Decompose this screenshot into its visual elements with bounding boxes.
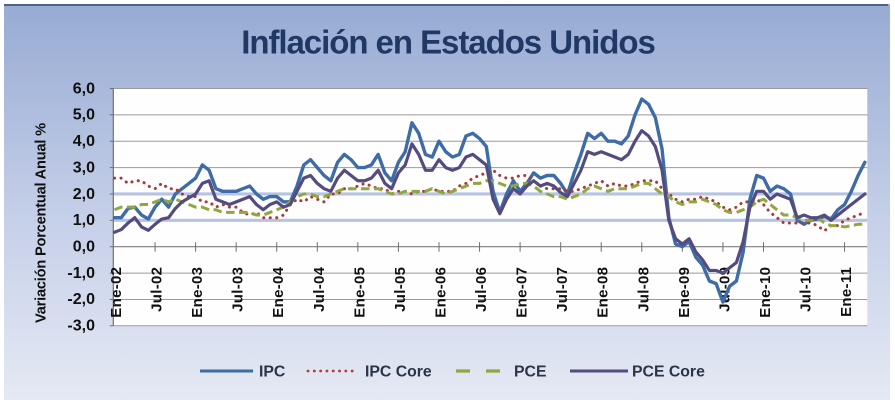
svg-text:2,0: 2,0 <box>73 186 95 203</box>
svg-text:Ene-03: Ene-03 <box>189 267 206 318</box>
svg-text:Jul-06: Jul-06 <box>473 267 490 312</box>
svg-text:Jul-10: Jul-10 <box>798 267 815 312</box>
svg-text:-3,0: -3,0 <box>67 318 95 335</box>
svg-text:0,0: 0,0 <box>73 239 95 256</box>
svg-text:3,0: 3,0 <box>73 159 95 176</box>
svg-text:Ene-08: Ene-08 <box>595 267 612 318</box>
svg-text:PCE Core: PCE Core <box>632 364 705 381</box>
svg-text:6,0: 6,0 <box>73 80 95 97</box>
svg-text:-1,0: -1,0 <box>67 265 95 282</box>
svg-text:Ene-06: Ene-06 <box>432 267 449 318</box>
svg-text:IPC Core: IPC Core <box>365 364 432 381</box>
svg-text:Ene-10: Ene-10 <box>757 267 774 318</box>
svg-text:Variación Porcentual Anual %: Variación Porcentual Anual % <box>34 123 50 323</box>
svg-text:Jul-05: Jul-05 <box>392 267 409 312</box>
svg-text:Ene-05: Ene-05 <box>351 267 368 318</box>
svg-text:5,0: 5,0 <box>73 107 95 124</box>
svg-text:Jul-02: Jul-02 <box>149 267 166 312</box>
svg-text:Jul-07: Jul-07 <box>554 267 571 312</box>
svg-text:-2,0: -2,0 <box>67 291 95 308</box>
svg-text:Ene-09: Ene-09 <box>676 267 693 318</box>
svg-text:Jul-04: Jul-04 <box>311 266 328 312</box>
svg-text:PCE: PCE <box>514 364 546 381</box>
svg-text:IPC: IPC <box>259 364 285 381</box>
svg-text:1,0: 1,0 <box>73 212 95 229</box>
svg-text:4,0: 4,0 <box>73 133 95 150</box>
svg-text:Ene-07: Ene-07 <box>514 267 531 318</box>
svg-text:Jul-08: Jul-08 <box>635 267 652 312</box>
svg-text:Inflación en Estados Unidos: Inflación en Estados Unidos <box>241 24 655 61</box>
svg-text:Ene-02: Ene-02 <box>108 267 125 318</box>
svg-text:Ene-11: Ene-11 <box>838 267 855 317</box>
svg-text:Jul-03: Jul-03 <box>230 267 247 312</box>
svg-text:Ene-04: Ene-04 <box>270 266 287 317</box>
